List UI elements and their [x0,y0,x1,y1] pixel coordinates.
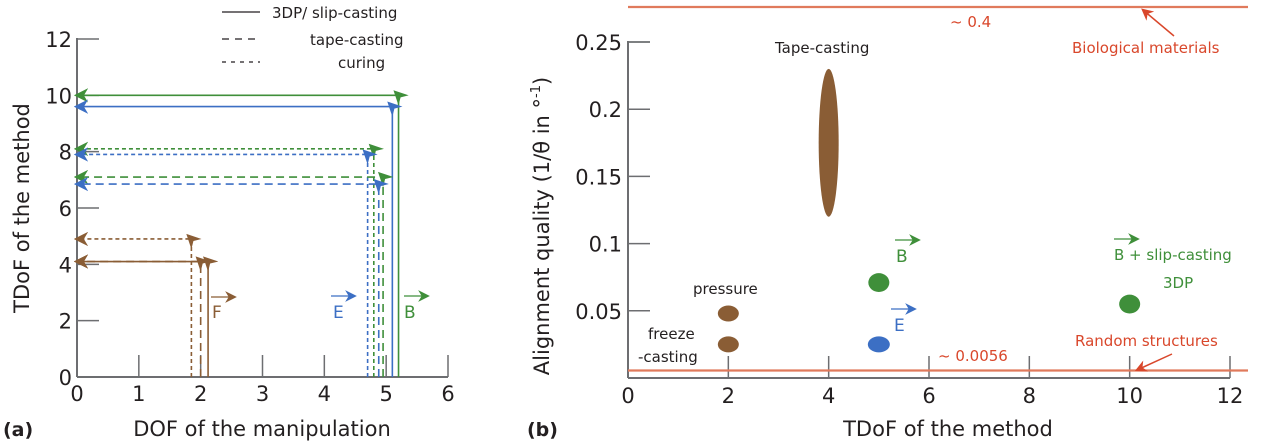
chart-b-points [717,68,1141,353]
chart-a-annotations: F E B [211,290,430,323]
label-approx-0-0056: ~ 0.0056 [938,347,1008,365]
point-tape-casting [818,68,839,217]
chart-a-ylabel: TDoF of the method [10,103,34,314]
legend-label-shortdash: curing [338,54,385,72]
chart-b-xtick-label: 10 [1116,384,1143,408]
series-line-e-curing [73,147,378,377]
chart-b-xtick-label: 0 [621,384,634,408]
chart-b-ytick-label: 0.05 [575,300,622,324]
vector-label-b-a: B [404,303,416,323]
chart-a-series [73,88,409,377]
vector-label-e-a: E [333,303,344,323]
label-tape-casting: Tape-casting [774,39,869,57]
vector-label-b-b: B [896,247,908,267]
chart-a-legend: 3DP/ slip-casting tape-casting curing [222,4,404,72]
chart-b-xtick-label: 4 [822,384,835,408]
chart-b-ylabel: Alignment quality (1/θ in °-1) [529,77,554,375]
point-pressure [717,305,739,322]
label-b-slip-casting: B + slip-casting [1114,246,1232,264]
point-e [867,336,890,353]
series-line-f-curing [73,231,202,377]
chart-b-ytick-label: 0.2 [589,98,622,122]
series-line-f-tape-casting [73,254,211,377]
vector-label-f: F [212,303,222,323]
chart-b-xtick-label: 12 [1217,384,1244,408]
label-3dp: 3DP [1163,274,1193,292]
point-freeze-casting [717,336,739,353]
chart-b-ytick-label: 0.15 [575,165,622,189]
label-biological-materials: Biological materials [1072,39,1220,57]
series-line-f-3dp-slip-casting [73,254,219,377]
chart-a-ytick-label: 12 [45,28,72,52]
series-line-b-curing [73,141,384,377]
label-casting: -casting [638,348,698,366]
vector-label-e-b: E [894,316,905,336]
chart-b-ylabel-close: ) [530,77,554,85]
chart-b-ytick-label: 0.1 [589,233,622,257]
chart-a-xtick-label: 3 [256,382,269,406]
chart-b-ytick-label: 0.25 [575,31,622,55]
chart-a-xtick-label: 2 [194,382,207,406]
series-line-b-3dp-slip-casting [73,88,409,377]
chart-b-xtick-label: 8 [1023,384,1036,408]
chart-a-xtick-label: 1 [132,382,145,406]
chart-a-ytick-label: 10 [45,84,72,108]
chart-b-annotations: Tape-casting pressure freeze -casting B … [638,8,1232,372]
chart-b-xtick-label: 6 [922,384,935,408]
point-b [868,273,890,292]
legend-label-longdash: tape-casting [310,31,404,49]
chart-a-xlabel: DOF of the manipulation [133,417,391,441]
series-line-b-tape-casting [73,169,394,377]
chart-b-xtick-label: 2 [722,384,735,408]
chart-b-xlabel: TDoF of the method [842,417,1053,441]
chart-a-ytick-label: 2 [59,310,72,334]
chart-a-xtick-label: 0 [70,382,83,406]
series-line-e-tape-casting [73,176,389,377]
label-pressure: pressure [693,280,758,298]
chart-a-panel-label: (a) [3,419,33,441]
legend-label-solid: 3DP/ slip-casting [272,4,397,22]
chart-b-ylabel-sup: -1 [529,85,544,98]
chart-b-axes: 0.05 0.1 0.15 0.2 0.25 0 2 4 6 8 10 12 [575,31,1243,408]
series-line-e-3dp-slip-casting [73,99,403,377]
chart-b-panel-label: (b) [527,419,558,441]
chart-a-ytick-label: 8 [59,141,72,165]
label-freeze: freeze [648,325,695,343]
arrow-biological [1141,8,1175,37]
arrow-random [1134,353,1173,372]
chart-a-ytick-label: 6 [59,197,72,221]
chart-a-ytick-label: 4 [59,253,72,277]
chart-b-ylabel-main: Alignment quality (1/θ in ° [530,98,554,375]
label-approx-0-4: ~ 0.4 [950,13,991,31]
chart-a-xtick-label: 4 [318,382,331,406]
chart-b: 0.05 0.1 0.15 0.2 0.25 0 2 4 6 8 10 12 TDoF of the … [527,5,1248,441]
chart-a-xtick-label: 5 [379,382,392,406]
point-b-slip-casting-3dp [1119,294,1141,314]
chart-a-ytick-label: 0 [59,366,72,390]
label-random-structures: Random structures [1075,332,1218,350]
chart-a-xtick-label: 6 [441,382,454,406]
